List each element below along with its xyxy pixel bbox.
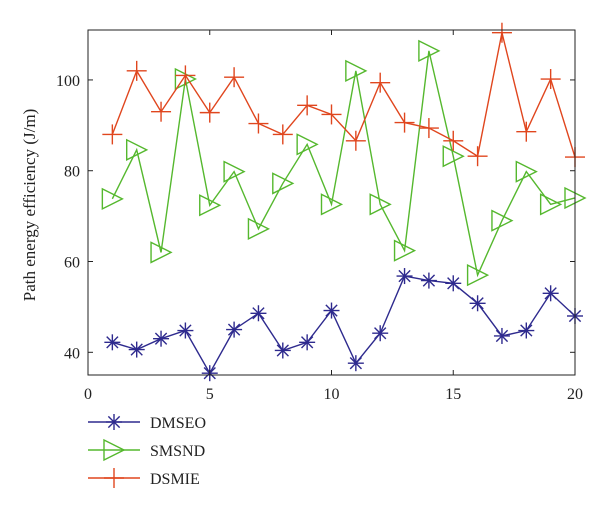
data-point-dmseo-11: [347, 355, 364, 372]
data-point-dmseo-3: [153, 330, 170, 347]
data-point-smsnd-7: [247, 217, 271, 240]
data-point-smsnd-2: [125, 138, 149, 161]
legend-item-smsnd: SMSND: [88, 438, 205, 462]
data-point-dmseo-4: [177, 322, 194, 339]
y-tick-label-40: 40: [64, 345, 80, 362]
x-tick-label-0: 0: [84, 386, 92, 403]
legend-marker-dsmie: [104, 468, 124, 488]
data-point-dsmie-12: [370, 72, 391, 93]
data-point-dsmie-1: [102, 124, 123, 145]
series-line-smsnd: [111, 50, 576, 278]
data-point-dmseo-9: [299, 334, 316, 351]
y-axis-label: Path energy efficiency (J/m): [20, 109, 39, 301]
legend-label-smsnd: SMSND: [150, 443, 205, 460]
data-point-dmseo-10: [323, 302, 340, 319]
data-point-smsnd-12: [369, 193, 392, 216]
data-point-dmseo-15: [445, 275, 462, 292]
data-point-dmseo-8: [274, 342, 291, 359]
data-point-dmseo-19: [542, 285, 559, 302]
data-point-dsmie-14: [418, 118, 439, 139]
legend-item-dsmie: DSMIE: [88, 468, 200, 488]
data-point-smsnd-14: [418, 39, 441, 63]
data-point-dsmie-13: [394, 112, 415, 133]
data-point-dsmie-8: [272, 124, 293, 145]
data-point-smsnd-5: [199, 194, 222, 217]
data-point-smsnd-15: [442, 145, 465, 168]
y-tick-label-80: 80: [64, 164, 80, 181]
data-point-dmseo-2: [128, 341, 145, 358]
data-point-smsnd-19: [539, 193, 563, 216]
y-tick-label-60: 60: [64, 255, 80, 272]
data-point-dmseo-12: [372, 325, 389, 342]
legend-label-dsmie: DSMIE: [150, 471, 200, 488]
legend-marker-smsnd: [103, 438, 126, 462]
data-point-smsnd-10: [320, 193, 344, 216]
x-tick-label-20: 20: [567, 386, 583, 403]
data-point-dmseo-16: [469, 295, 486, 312]
data-point-smsnd-8: [272, 172, 295, 195]
data-point-dsmie-19: [540, 69, 561, 90]
data-point-dsmie-7: [248, 113, 269, 134]
legend-marker-dmseo: [106, 414, 122, 430]
series-line-dsmie: [111, 32, 576, 158]
data-point-dmseo-6: [226, 321, 243, 338]
data-point-dmseo-1: [104, 334, 121, 351]
data-point-smsnd-17: [491, 209, 514, 232]
data-point-smsnd-3: [150, 241, 173, 264]
data-point-smsnd-6: [223, 160, 246, 183]
x-tick-label-5: 5: [206, 386, 214, 403]
legend-item-dmseo: DMSEO: [88, 414, 206, 432]
legend-label-dmseo: DMSEO: [150, 415, 206, 432]
data-point-dmseo-13: [396, 268, 413, 285]
data-point-dmseo-14: [420, 272, 437, 289]
data-point-dsmie-18: [516, 121, 537, 142]
y-tick-label-100: 100: [56, 73, 80, 90]
data-point-smsnd-16: [466, 263, 490, 287]
data-point-dsmie-3: [151, 101, 172, 122]
x-tick-label-10: 10: [324, 386, 340, 403]
data-point-dsmie-17: [491, 22, 512, 43]
data-point-dsmie-9: [297, 95, 318, 116]
series-dsmie: [102, 22, 585, 168]
data-point-dmseo-17: [493, 327, 510, 344]
data-point-dsmie-5: [199, 102, 220, 123]
data-point-dsmie-6: [224, 67, 245, 88]
data-point-smsnd-11: [345, 59, 368, 82]
data-point-dmseo-7: [250, 305, 267, 322]
data-point-smsnd-18: [515, 160, 538, 183]
data-point-dsmie-15: [443, 130, 464, 151]
data-point-smsnd-13: [393, 239, 417, 262]
data-point-smsnd-9: [296, 133, 319, 156]
data-point-dsmie-16: [467, 146, 488, 167]
data-point-dmseo-18: [518, 322, 535, 339]
plot-area: [101, 22, 587, 382]
data-point-dsmie-10: [321, 104, 342, 125]
series-dmseo: [104, 268, 583, 382]
axes: 0 5 10 15 20 40 60 80 100: [56, 29, 583, 403]
data-point-smsnd-1: [101, 187, 124, 211]
data-point-dsmie-4: [175, 65, 196, 86]
x-tick-label-15: 15: [445, 386, 461, 403]
series-line-dmseo: [112, 275, 576, 375]
data-point-dsmie-11: [345, 130, 366, 151]
legend: DMSEO SMSND DSMIE: [88, 414, 206, 488]
data-point-dsmie-2: [126, 60, 147, 81]
